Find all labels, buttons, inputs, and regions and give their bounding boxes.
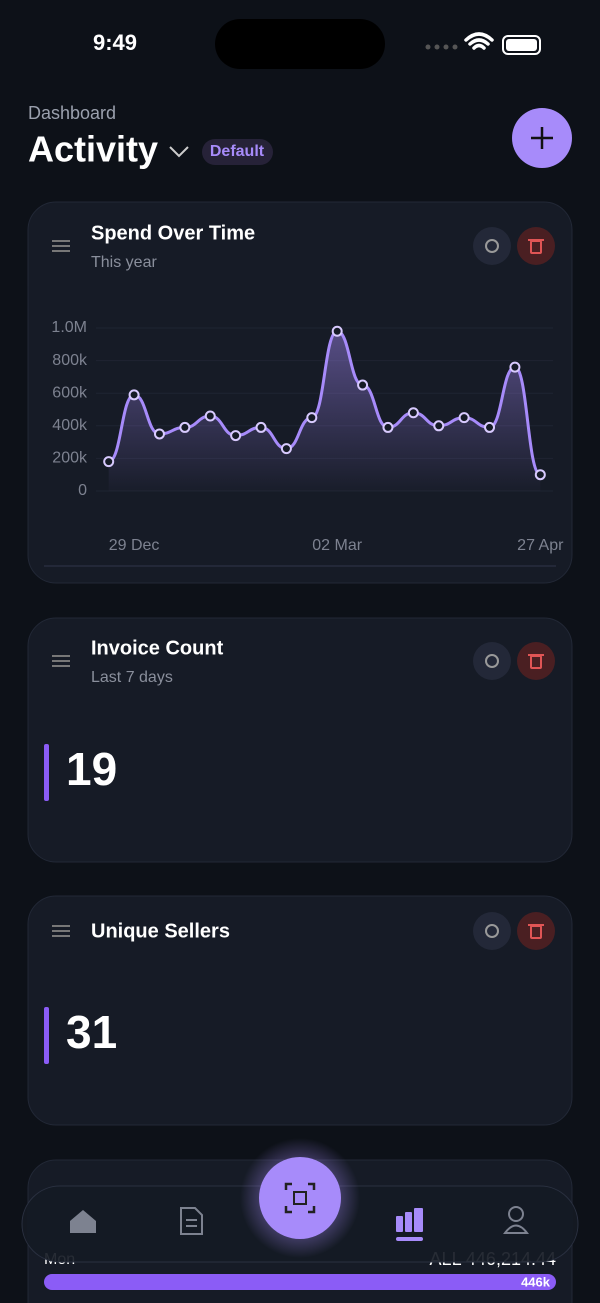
header-title: Activity (28, 129, 158, 170)
point (204, 410, 216, 422)
y-tick-label: 800k (52, 352, 88, 369)
point (534, 469, 546, 481)
y-tick-label: 200k (52, 450, 88, 467)
card-title: Unique Sellers (91, 920, 230, 942)
settings-button[interactable] (473, 642, 511, 680)
metric-value: 31 (66, 1006, 117, 1058)
card-subtitle: Last 7 days (91, 669, 173, 686)
settings-button[interactable] (473, 227, 511, 265)
y-tick-label: 1.0M (51, 319, 87, 336)
profile-tab[interactable] (503, 1206, 529, 1234)
badge-bg (202, 139, 273, 165)
point (280, 443, 292, 455)
progress-bar (44, 1274, 556, 1290)
badge: Default (210, 143, 265, 160)
card-subtitle: This year (91, 254, 157, 271)
point (382, 421, 394, 433)
add-icon (531, 127, 553, 149)
accent-bar (44, 744, 49, 801)
dynamic-island (215, 19, 385, 69)
chart: 0 200k 400k 600k 800k 1.0M 29 Dec 02 Mar 27 Apr (51, 319, 564, 554)
point (230, 430, 242, 442)
point (458, 412, 470, 424)
wifi-icon (464, 32, 494, 50)
drag-handle[interactable] (52, 240, 70, 252)
drag-handle[interactable] (52, 925, 70, 937)
point (357, 379, 369, 391)
header-subtitle: Dashboard (28, 103, 116, 123)
y-tick-label: 600k (52, 384, 88, 401)
y-tick-label: 400k (52, 417, 88, 434)
delete-button[interactable] (517, 227, 555, 265)
point (128, 389, 140, 401)
drag-handle[interactable] (52, 655, 70, 667)
point (103, 456, 115, 468)
point (433, 420, 445, 432)
card (27, 895, 573, 1126)
point (179, 421, 191, 433)
accent-bar (44, 1007, 49, 1064)
area (108, 331, 541, 491)
battery (502, 35, 541, 55)
point (255, 421, 267, 433)
x-tick-label: 27 Apr (517, 537, 564, 554)
delete-button[interactable] (517, 912, 555, 950)
point (484, 421, 496, 433)
point (509, 361, 521, 373)
battery-level (506, 39, 537, 51)
title-dropdown[interactable] (169, 146, 189, 158)
home-tab[interactable] (70, 1210, 96, 1233)
status-time: 9:49 (93, 30, 137, 55)
documents-tab[interactable] (180, 1207, 203, 1235)
card-title: Spend Over Time (91, 222, 255, 244)
point (153, 428, 165, 440)
scan-button[interactable] (259, 1157, 341, 1239)
x-tick-label: 02 Mar (312, 537, 362, 554)
qr-icon (293, 1191, 307, 1205)
metric-value: 19 (66, 743, 117, 795)
point (331, 325, 343, 337)
bar-label: 446k (521, 1274, 551, 1289)
card (27, 617, 573, 863)
settings-button[interactable] (473, 912, 511, 950)
scan-icon (284, 1182, 316, 1214)
x-tick-label: 29 Dec (109, 537, 160, 554)
point (407, 407, 419, 419)
stats-tab[interactable] (396, 1208, 423, 1241)
delete-button[interactable] (517, 642, 555, 680)
y-tick-label: 0 (78, 482, 87, 499)
card-title: Invoice Count (91, 637, 224, 659)
signal (425, 44, 458, 50)
point (306, 412, 318, 424)
